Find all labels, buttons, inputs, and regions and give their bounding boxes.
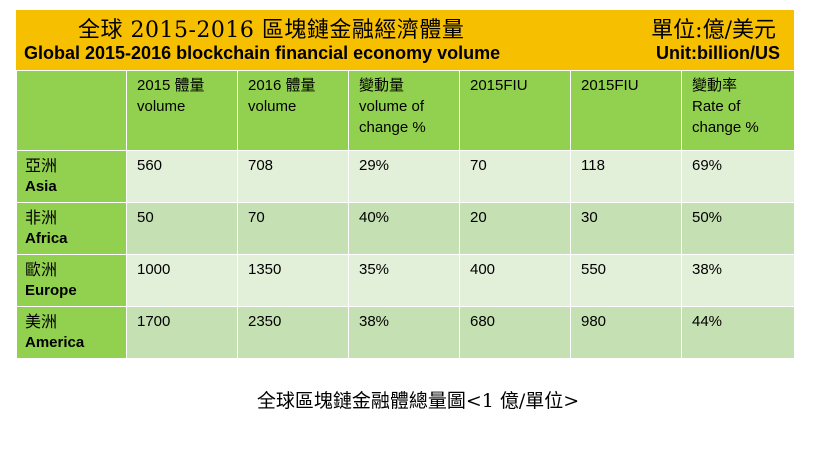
economy-volume-table-block: 全球 2015-2016 區塊鏈金融經濟體量 單位:億/美元 Global 20…	[16, 10, 795, 359]
table-cell: 70	[237, 202, 349, 255]
column-header-row: 2015 體量 volume 2016 體量 volume 變動量 volume…	[16, 70, 795, 151]
table-cell: 400	[459, 254, 571, 307]
table-cell: 70	[459, 150, 571, 203]
column-header-2015fiu-b: 2015FIU	[570, 70, 682, 151]
header-title-english: Global 2015-2016 blockchain financial ec…	[24, 43, 501, 63]
header-unit-chinese: 單位:億/美元	[651, 18, 776, 43]
table-cell: 50%	[681, 202, 795, 255]
column-header-2016-volume: 2016 體量 volume	[237, 70, 349, 151]
economy-volume-table: 2015 體量 volume 2016 體量 volume 變動量 volume…	[16, 70, 795, 359]
header-title-chinese: 全球 2015-2016 區塊鏈金融經濟體量	[78, 18, 465, 43]
table-cell: 118	[570, 150, 682, 203]
table-row-europe: 歐洲 Europe 1000 1350 35% 400 550 38%	[16, 254, 795, 307]
table-cell: 40%	[348, 202, 460, 255]
table-cell: 69%	[681, 150, 795, 203]
table-cell: 38%	[681, 254, 795, 307]
column-header-rate-of-change: 變動率 Rate of change %	[681, 70, 795, 151]
header-unit-english: Unit:billion/US	[656, 43, 780, 63]
table-cell: 560	[126, 150, 238, 203]
table-cell: 980	[570, 306, 682, 359]
row-label-europe: 歐洲 Europe	[16, 254, 127, 307]
table-cell: 1350	[237, 254, 349, 307]
table-cell: 680	[459, 306, 571, 359]
table-cell: 708	[237, 150, 349, 203]
table-row-asia: 亞洲 Asia 560 708 29% 70 118 69%	[16, 150, 795, 203]
column-header-region	[16, 70, 127, 151]
row-label-america: 美洲 America	[16, 306, 127, 359]
row-label-africa: 非洲 Africa	[16, 202, 127, 255]
figure-caption: 全球區塊鏈金融體總量圖<1 億/單位>	[256, 390, 580, 412]
table-cell: 38%	[348, 306, 460, 359]
table-cell: 35%	[348, 254, 460, 307]
table-cell: 29%	[348, 150, 460, 203]
column-header-volume-change: 變動量 volume of change %	[348, 70, 460, 151]
table-cell: 20	[459, 202, 571, 255]
column-header-2015-volume: 2015 體量 volume	[126, 70, 238, 151]
table-cell: 1000	[126, 254, 238, 307]
table-cell: 1700	[126, 306, 238, 359]
table-cell: 30	[570, 202, 682, 255]
table-row-africa: 非洲 Africa 50 70 40% 20 30 50%	[16, 202, 795, 255]
table-row-america: 美洲 America 1700 2350 38% 680 980 44%	[16, 306, 795, 359]
table-header-banner: 全球 2015-2016 區塊鏈金融經濟體量 單位:億/美元 Global 20…	[16, 10, 794, 70]
table-cell: 44%	[681, 306, 795, 359]
table-cell: 50	[126, 202, 238, 255]
column-header-2015fiu-a: 2015FIU	[459, 70, 571, 151]
row-label-asia: 亞洲 Asia	[16, 150, 127, 203]
table-cell: 2350	[237, 306, 349, 359]
table-cell: 550	[570, 254, 682, 307]
